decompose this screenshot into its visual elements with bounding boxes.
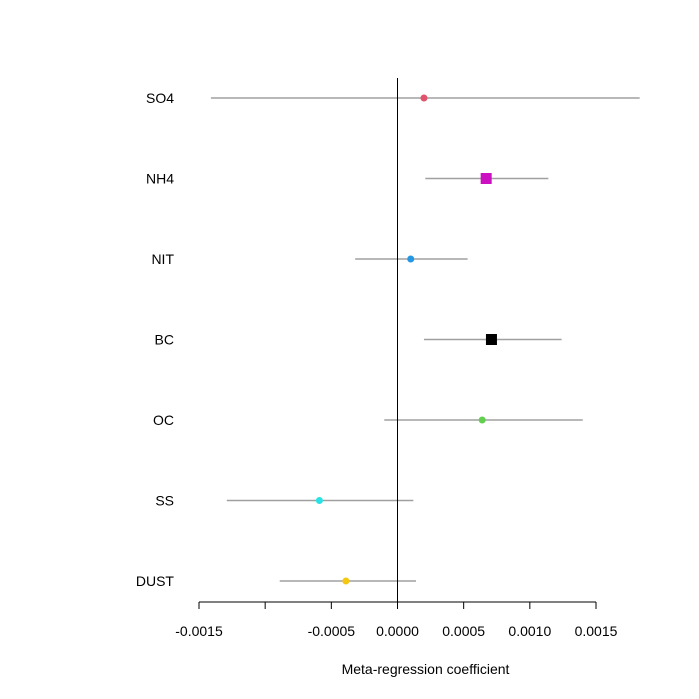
estimate-point-nit (407, 255, 415, 263)
estimate-point-ss (315, 497, 323, 504)
x-axis: -0.0015 -0.0005 0.0000 0.0005 0.0010 0.0015 (175, 601, 618, 639)
category-label-bc: BC (155, 332, 174, 348)
x-tick-label: 0.0015 (575, 623, 618, 639)
category-label-dust: DUST (136, 573, 175, 589)
category-label-layer: SO4 NH4 NIT BC OC SS DUST (136, 90, 175, 589)
estimate-point-oc (478, 416, 486, 424)
estimate-point-dust (342, 577, 350, 585)
x-tick-label: 0.0000 (376, 623, 419, 639)
x-tick-layer: -0.0015 -0.0005 0.0000 0.0005 0.0010 0.0015 (175, 602, 618, 639)
category-label-oc: OC (153, 412, 174, 428)
x-tick-label: 0.0005 (442, 623, 485, 639)
x-tick-label: -0.0005 (308, 623, 356, 639)
category-label-so4: SO4 (146, 90, 174, 106)
x-axis-title: Meta-regression coefficient (342, 661, 510, 677)
estimate-point-bc (485, 334, 497, 345)
category-label-ss: SS (155, 493, 174, 509)
x-tick-label: 0.0010 (508, 623, 551, 639)
x-tick-label: -0.0015 (175, 623, 223, 639)
category-label-nit: NIT (151, 251, 174, 267)
estimate-point-so4 (420, 94, 428, 102)
estimate-point-nh4 (480, 173, 492, 184)
estimate-point-layer (315, 94, 497, 585)
category-label-nh4: NH4 (146, 171, 174, 187)
confidence-interval-layer (210, 97, 640, 582)
